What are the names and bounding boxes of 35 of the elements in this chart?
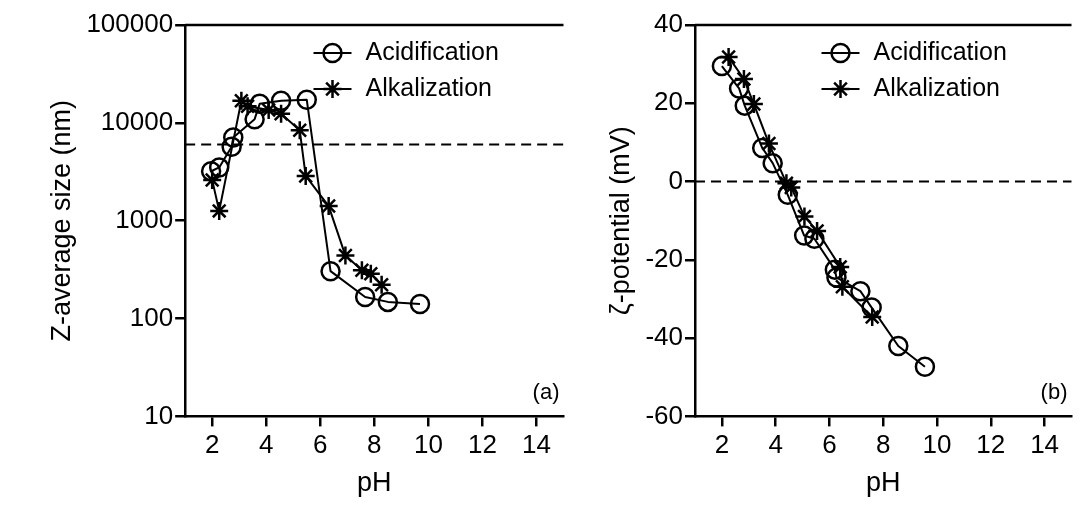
x-axis-title: pH — [865, 467, 901, 498]
y-tick-label: 10 — [144, 399, 174, 430]
x-tick-label: 2 — [204, 429, 220, 460]
y-tick-label: 0 — [668, 164, 683, 195]
x-tick-label: 6 — [822, 429, 837, 460]
y-tick-label: 40 — [654, 8, 683, 39]
legend-label: Alkalization — [873, 72, 1000, 101]
y-tick-label: 10000 — [100, 106, 174, 137]
x-tick-label: 2 — [714, 429, 730, 460]
x-tick-label: 8 — [367, 429, 382, 460]
x-tick-label: 14 — [522, 429, 551, 460]
annotation: (b) — [1040, 379, 1068, 405]
y-axis-title: ζ-potential (mV) — [604, 126, 635, 316]
x-axis-title: pH — [357, 467, 392, 498]
annotation: (a) — [532, 379, 560, 405]
x-tick-label: 4 — [768, 429, 783, 460]
legend-label: Alkalization — [365, 72, 492, 101]
x-tick-label: 4 — [259, 429, 274, 460]
y-tick-label: -60 — [645, 399, 683, 430]
x-tick-label: 14 — [1030, 429, 1060, 460]
y-tick-label: 100000 — [86, 8, 174, 39]
y-tick-label: 1000 — [115, 203, 174, 234]
x-tick-label: 8 — [876, 429, 891, 460]
y-tick-label: 20 — [654, 86, 683, 117]
x-tick-label: 10 — [413, 429, 443, 460]
x-tick-label: 6 — [313, 429, 328, 460]
y-tick-label: 100 — [129, 301, 174, 332]
y-axis-title: Z-average size (nm) — [45, 99, 76, 342]
y-tick-label: -40 — [645, 321, 683, 352]
x-tick-label: 10 — [922, 429, 952, 460]
x-tick-label: 12 — [976, 429, 1006, 460]
legend-label: Acidification — [365, 36, 499, 65]
y-tick-label: -20 — [645, 243, 683, 274]
x-tick-label: 12 — [467, 429, 497, 460]
legend-label: Acidification — [873, 36, 1007, 65]
